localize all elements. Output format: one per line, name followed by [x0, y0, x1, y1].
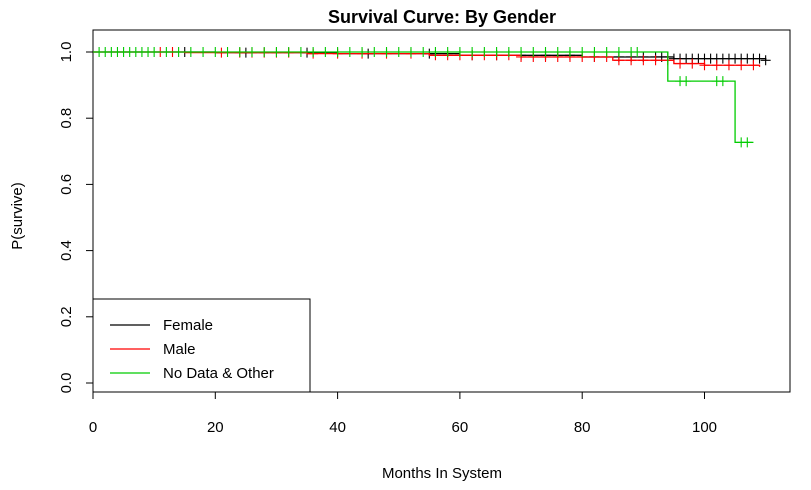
x-axis-title: Months In System [382, 465, 502, 482]
censor-mark [210, 47, 221, 57]
censor-mark [320, 47, 331, 57]
y-tick-label: 0.6 [58, 174, 75, 195]
y-axis-title: P(survive) [9, 182, 26, 250]
censor-mark [613, 47, 624, 57]
legend-label: No Data & Other [163, 365, 274, 382]
censor-mark [149, 47, 160, 57]
censor-mark [516, 47, 527, 57]
censor-mark [185, 47, 196, 57]
censor-mark [271, 47, 282, 57]
y-axis: 0.0 0.2 0.4 0.6 0.8 1.0 [58, 42, 93, 394]
censor-mark [332, 47, 343, 57]
series-no-data-other [93, 47, 754, 148]
censor-mark [222, 47, 233, 57]
censor-mark [748, 60, 759, 71]
chart-title: Survival Curve: By Gender [328, 7, 556, 27]
censor-mark [295, 47, 306, 57]
censor-mark [430, 47, 441, 57]
censor-mark [589, 47, 600, 57]
series-male [93, 47, 761, 71]
censor-mark [711, 60, 722, 71]
survival-step-line [93, 51, 761, 67]
censor-mark [198, 47, 209, 57]
censor-mark [344, 47, 355, 57]
censor-mark [717, 76, 728, 87]
censor-mark [234, 47, 245, 57]
x-tick-label: 60 [452, 419, 469, 436]
x-tick-label: 40 [329, 419, 346, 436]
censor-mark [742, 137, 753, 148]
censor-mark [308, 47, 319, 57]
censor-mark [632, 47, 643, 57]
censor-mark [540, 47, 551, 57]
censor-mark [216, 47, 227, 58]
x-tick-label: 100 [692, 419, 717, 436]
y-tick-label: 1.0 [58, 42, 75, 63]
censor-mark [552, 47, 563, 57]
censor-mark [528, 47, 539, 57]
censor-mark [601, 47, 612, 57]
censor-mark [699, 60, 710, 71]
y-tick-label: 0.8 [58, 108, 75, 129]
series-female [93, 47, 771, 66]
censor-mark [760, 55, 771, 66]
censor-mark [405, 47, 416, 57]
y-tick-label: 0.0 [58, 373, 75, 394]
censor-mark [454, 47, 465, 57]
x-tick-label: 20 [207, 419, 224, 436]
censor-mark [467, 47, 478, 57]
censor-mark [503, 47, 514, 57]
censor-mark [442, 47, 453, 57]
censor-mark [638, 55, 649, 66]
x-tick-label: 0 [89, 419, 97, 436]
legend-label: Male [163, 341, 196, 358]
censor-mark [491, 47, 502, 57]
censor-mark [650, 55, 661, 66]
censor-mark [564, 47, 575, 57]
series-layer [93, 47, 771, 148]
censor-mark [357, 47, 368, 57]
censor-mark [577, 47, 588, 57]
censor-mark [736, 60, 747, 71]
censor-mark [687, 58, 698, 69]
censor-mark [681, 76, 692, 87]
censor-mark [381, 47, 392, 57]
survival-step-line [93, 51, 754, 144]
legend-items: Female Male No Data & Other [110, 317, 274, 382]
y-tick-label: 0.4 [58, 240, 75, 261]
y-tick-label: 0.2 [58, 306, 75, 327]
censor-mark [479, 47, 490, 57]
censor-mark [675, 58, 686, 69]
x-tick-label: 80 [574, 419, 591, 436]
x-axis: 0 20 40 60 80 100 [89, 392, 717, 436]
censor-mark [418, 47, 429, 57]
censor-mark [246, 47, 257, 57]
censor-mark [161, 47, 172, 57]
censor-mark [173, 47, 184, 57]
censor-mark [393, 47, 404, 57]
censor-mark [283, 47, 294, 57]
legend-label: Female [163, 317, 213, 334]
legend-box [92, 298, 311, 393]
censor-mark [259, 47, 270, 57]
censor-mark [369, 47, 380, 57]
censor-mark [754, 53, 765, 64]
plot-frame [92, 29, 791, 393]
legend: Female Male No Data & Other [92, 298, 311, 393]
censor-mark [723, 60, 734, 71]
